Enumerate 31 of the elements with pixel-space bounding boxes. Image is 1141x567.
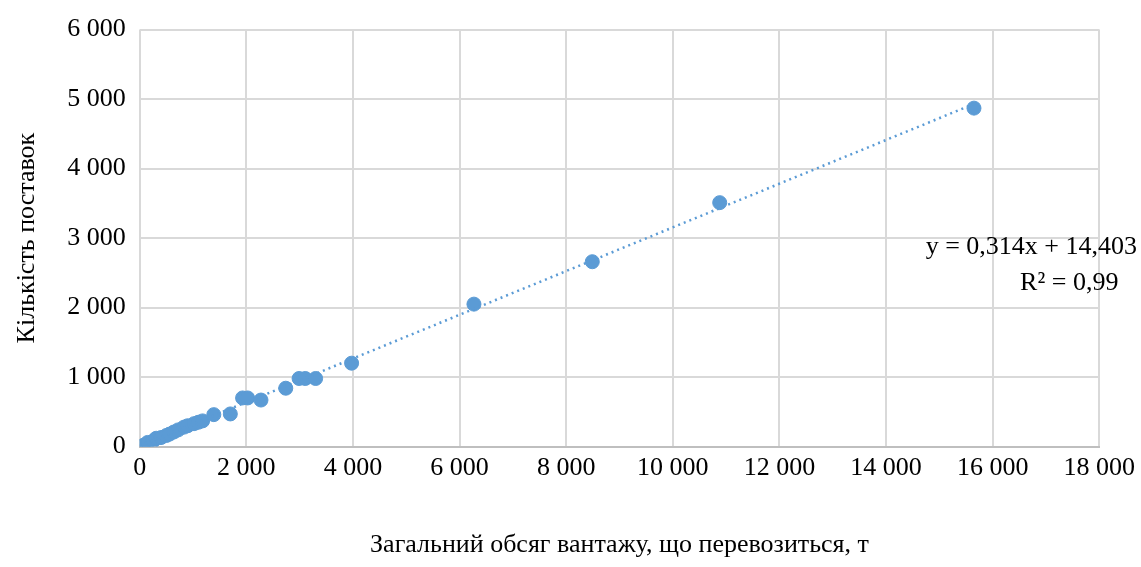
y-tick-label: 3 000	[67, 221, 126, 251]
x-tick-label: 2 000	[217, 452, 276, 482]
x-axis-title: Загальний обсяг вантажу, що перевозиться, т	[370, 529, 869, 559]
point	[308, 370, 324, 386]
x-tick-label: 0	[133, 452, 147, 482]
point	[344, 355, 360, 371]
annotation: R² = 0,99	[1020, 267, 1119, 297]
y-tick-label: 2 000	[67, 291, 126, 321]
y-axis-title: Кількість поставок	[11, 132, 41, 344]
x-tick-label: 12 000	[743, 452, 816, 482]
point	[584, 254, 600, 270]
point	[466, 296, 482, 312]
y-tick-label: 6 000	[67, 13, 126, 43]
y-tick-label: 1 000	[67, 360, 126, 390]
x-tick-label: 18 000	[1063, 452, 1135, 482]
point	[712, 195, 728, 211]
y-tick-label: 4 000	[67, 152, 126, 182]
x-tick-label: 6 000	[430, 452, 489, 482]
x-tick-label: 4 000	[323, 452, 383, 482]
y-tick-label: 5 000	[67, 82, 126, 112]
annotation: y = 0,314x + 14,403	[925, 231, 1137, 261]
point	[278, 380, 294, 396]
point	[222, 406, 238, 422]
x-tick-label: 10 000	[637, 452, 709, 482]
x-tick-label: 14 000	[850, 452, 922, 482]
x-tick-label: 8 000	[536, 452, 596, 482]
point	[253, 392, 269, 408]
point	[206, 407, 222, 423]
point	[966, 100, 982, 116]
x-tick-label: 16 000	[956, 452, 1029, 482]
y-tick-label: 0	[112, 430, 126, 460]
